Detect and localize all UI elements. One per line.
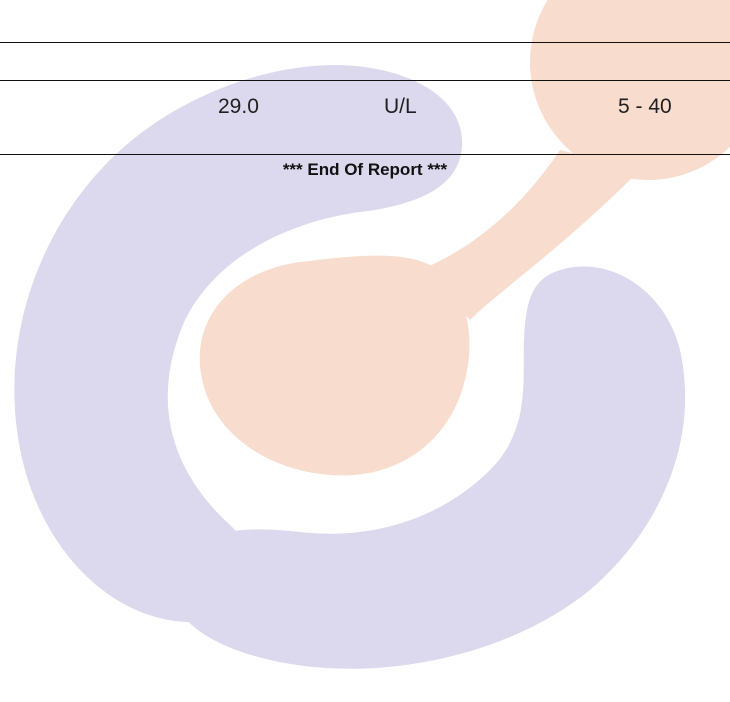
test-result-unit: U/L [384, 95, 417, 118]
test-result-value: 29.0 [218, 95, 259, 118]
table-top-rule [0, 42, 730, 43]
reference-range: 5 - 40 [618, 95, 672, 118]
table-header-rule [0, 80, 730, 81]
table-bottom-rule [0, 154, 730, 155]
end-of-report-text: *** End Of Report *** [282, 160, 448, 179]
